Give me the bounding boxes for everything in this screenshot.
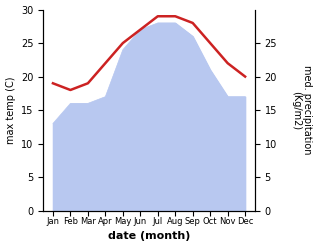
- Y-axis label: med. precipitation
(Kg/m2): med. precipitation (Kg/m2): [291, 65, 313, 155]
- Y-axis label: max temp (C): max temp (C): [5, 76, 16, 144]
- X-axis label: date (month): date (month): [108, 231, 190, 242]
